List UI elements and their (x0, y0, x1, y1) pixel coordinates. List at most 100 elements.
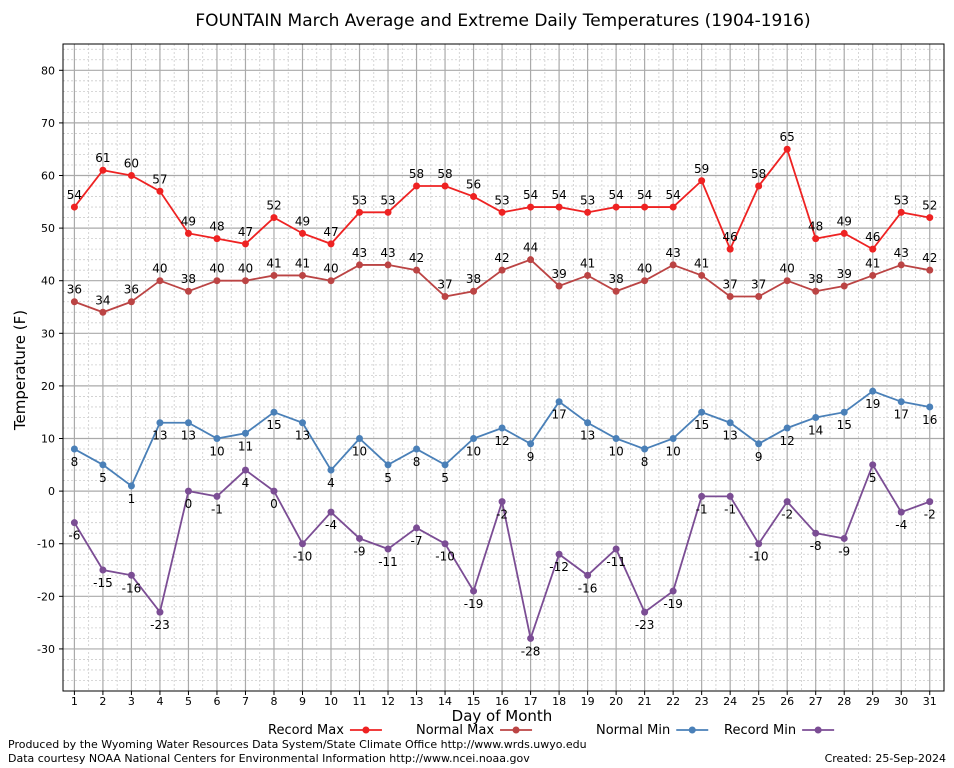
data-label: -19 (464, 597, 484, 611)
data-label: 46 (865, 230, 880, 244)
data-label: -9 (838, 544, 850, 558)
data-label: -2 (496, 508, 508, 522)
data-point (241, 466, 249, 474)
x-tick-label: 23 (695, 695, 709, 708)
data-label: 54 (608, 188, 623, 202)
data-label: 65 (780, 130, 795, 144)
data-point (384, 461, 392, 469)
x-tick-label: 7 (242, 695, 249, 708)
grid (63, 44, 944, 692)
data-point (441, 540, 449, 548)
y-tick-label: -10 (37, 538, 55, 551)
data-point (99, 566, 107, 574)
legend-swatch-marker (688, 726, 696, 734)
data-point (384, 545, 392, 553)
data-point (726, 245, 734, 253)
data-point (926, 214, 934, 222)
data-point (498, 498, 506, 506)
data-point (612, 287, 620, 295)
data-label: 53 (494, 193, 509, 207)
data-label: -1 (211, 502, 223, 516)
data-point (213, 277, 221, 285)
data-label: 57 (152, 172, 167, 186)
legend: Record Max Normal Max Normal Min Record Min (268, 723, 835, 738)
data-label: -2 (781, 508, 793, 522)
footer-data-courtesy: Data courtesy NOAA National Centers for … (8, 752, 530, 765)
data-point (584, 271, 592, 279)
data-label: 15 (694, 418, 709, 432)
data-point (70, 445, 78, 453)
data-label: 42 (494, 251, 509, 265)
data-point (270, 487, 278, 495)
data-label: 47 (238, 225, 253, 239)
data-point (641, 277, 649, 285)
legend-swatch-marker (814, 726, 822, 734)
data-label: -6 (68, 529, 80, 543)
data-point (669, 261, 677, 269)
data-label: 58 (751, 167, 766, 181)
data-label: 8 (413, 455, 421, 469)
data-label: 14 (808, 423, 823, 437)
data-label: 54 (637, 188, 652, 202)
data-label: 10 (352, 445, 367, 459)
legend-label: Normal Max (416, 723, 494, 738)
data-point (555, 398, 563, 406)
data-point (156, 608, 164, 616)
y-tick-label: 30 (41, 327, 55, 340)
data-point (726, 292, 734, 300)
data-point (241, 429, 249, 437)
data-point (527, 203, 535, 211)
data-label: -16 (578, 581, 598, 595)
data-point (726, 492, 734, 500)
data-label: 58 (437, 167, 452, 181)
data-label: 58 (409, 167, 424, 181)
data-label: 16 (922, 413, 937, 427)
data-label: 17 (551, 408, 566, 422)
series-group: 54 61 60 57 49 48 47 52 49 47 53 53 58 58 56 53 54 54 53 54… (67, 130, 937, 253)
data-label: -2 (924, 508, 936, 522)
data-label: 38 (466, 272, 481, 286)
data-label: 38 (181, 272, 196, 286)
data-point (812, 529, 820, 537)
data-point (498, 208, 506, 216)
data-point (783, 277, 791, 285)
data-label: 5 (384, 471, 392, 485)
data-point (840, 282, 848, 290)
data-point (213, 492, 221, 500)
data-label: -1 (724, 502, 736, 516)
data-label: 4 (242, 476, 250, 490)
data-point (669, 587, 677, 595)
data-point (869, 245, 877, 253)
x-tick-label: 27 (809, 695, 823, 708)
data-label: 4 (327, 476, 335, 490)
data-label: -23 (150, 618, 170, 632)
x-tick-label: 15 (467, 695, 481, 708)
x-tick-label: 8 (270, 695, 277, 708)
data-label: 40 (323, 262, 338, 276)
series-group: 8 5 1 13 13 10 11 15 13 4 10 5 8 5 10 12 9 17 13 10 8 10 15 13 9… (70, 387, 937, 506)
data-label: -15 (93, 576, 113, 590)
x-tick-label: 28 (837, 695, 851, 708)
data-point (612, 545, 620, 553)
data-label: 59 (694, 162, 709, 176)
data-point (783, 424, 791, 432)
data-point (413, 266, 421, 274)
data-point (156, 277, 164, 285)
data-label: 48 (209, 220, 224, 234)
x-axis-label: Day of Month (452, 707, 553, 725)
data-label: 1 (128, 492, 136, 506)
data-point (755, 440, 763, 448)
data-point (584, 571, 592, 579)
data-point (213, 435, 221, 443)
x-tick-label: 5 (185, 695, 192, 708)
data-label: -7 (411, 534, 423, 548)
data-point (413, 182, 421, 190)
data-point (384, 208, 392, 216)
data-label: 8 (641, 455, 649, 469)
data-label: 5 (99, 471, 107, 485)
x-tick-label: 10 (324, 695, 338, 708)
data-label: 12 (494, 434, 509, 448)
data-label: 49 (181, 214, 196, 228)
data-point (298, 419, 306, 427)
data-point (127, 298, 135, 306)
